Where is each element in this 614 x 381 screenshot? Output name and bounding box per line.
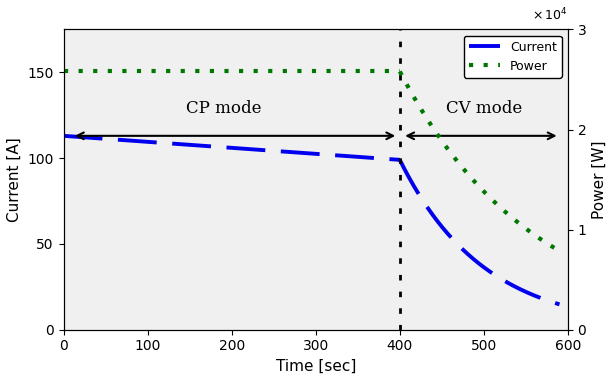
Y-axis label: Current [A]: Current [A] xyxy=(7,137,22,222)
Legend: Current, Power: Current, Power xyxy=(464,36,562,78)
X-axis label: Time [sec]: Time [sec] xyxy=(276,359,356,374)
Text: CP mode: CP mode xyxy=(185,100,261,117)
Text: CV mode: CV mode xyxy=(446,100,522,117)
Text: $\times\,10^4$: $\times\,10^4$ xyxy=(532,7,568,23)
Y-axis label: Power [W]: Power [W] xyxy=(592,140,607,219)
